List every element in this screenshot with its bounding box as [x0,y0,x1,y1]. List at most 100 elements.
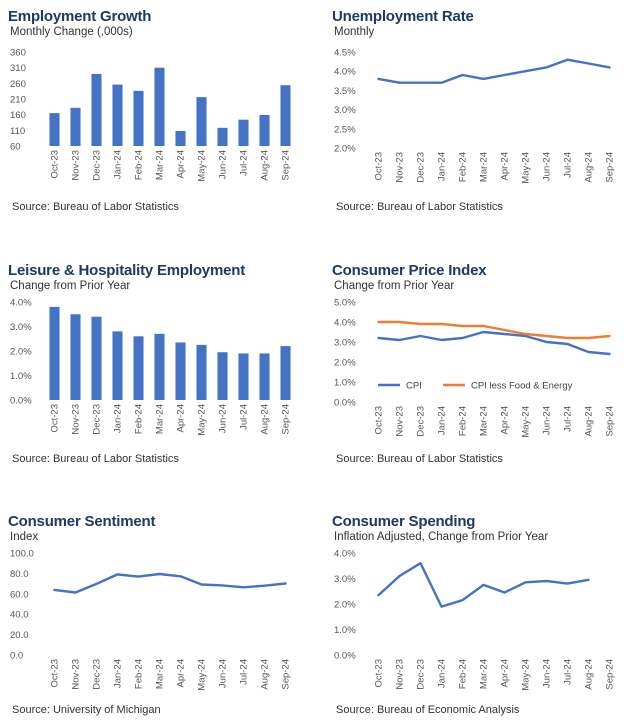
y-tick-label: 0.0 [10,651,23,662]
x-tick-label: Sep-24 [281,659,292,690]
bar-Sep-24 [280,85,291,146]
x-tick-label: Dec-23 [92,150,103,181]
bar-Jun-24 [217,127,228,146]
bar-May-24 [196,344,207,400]
bar-Feb-24 [133,336,144,400]
x-tick-label: Jul-24 [239,659,250,685]
x-tick-label: Apr-24 [500,152,511,181]
bar-Nov-23 [70,107,81,146]
y-tick-label: 80.0 [10,569,29,580]
bar-May-24 [196,97,207,146]
y-tick-label: 1.0% [10,371,32,382]
series-line-1 [377,562,590,608]
y-tick-label: 2.0% [334,358,356,369]
x-tick-label: Jan-24 [437,659,448,688]
x-tick-label: Dec-23 [416,659,427,690]
y-tick-label: 4.0% [334,67,356,78]
x-tick-label: Nov-23 [71,659,82,690]
y-tick-label: 3.5% [334,86,356,97]
x-tick-label: Apr-24 [176,150,187,179]
y-tick-label: 4.0% [334,318,356,329]
x-tick-label: Nov-23 [395,406,406,437]
y-tick-label: 4.5% [334,48,356,59]
x-tick-label: Aug-24 [260,150,271,181]
x-tick-label: Feb-24 [134,150,145,180]
x-tick-label: Aug-24 [584,406,595,437]
x-tick-label: Feb-24 [134,404,145,434]
x-tick-label: Mar-24 [155,659,166,689]
bar-Mar-24 [154,333,165,400]
x-tick-label: Aug-24 [584,659,595,690]
chart-source: Source: Bureau of Labor Statistics [336,201,503,213]
x-tick-label: Dec-23 [92,404,103,435]
x-tick-label: Jan-24 [437,406,448,435]
employment-growth-chart: 60 110 160 210 260 310 360 Oct-23 Nov-23 Dec-23 Ja… [10,48,292,182]
chart-panel-consumer-price-index: Consumer Price Index Change from Prior Y… [332,262,632,465]
x-tick-label: Jul-24 [239,150,250,176]
x-tick-label: Jan-24 [113,150,124,179]
x-tick-label: Jul-24 [239,404,250,430]
x-tick-label: Aug-24 [260,659,271,690]
chart-subtitle: Change from Prior Year [334,280,455,292]
x-tick-label: Nov-23 [71,150,82,181]
y-tick-label: 3.0% [10,322,32,333]
x-tick-label: Jul-24 [563,659,574,685]
chart-panel-consumer-sentiment: Consumer Sentiment Index 0.0 20.0 40.0 60.0… [8,513,308,716]
bar-Mar-24 [154,67,165,146]
y-tick-label: 2.5% [334,124,356,135]
x-tick-label: Jun-24 [542,406,553,435]
x-tick-label: Jun-24 [218,659,229,688]
x-tick-label: Jan-24 [437,152,448,181]
chart-subtitle: Inflation Adjusted, Change from Prior Ye… [334,531,549,543]
x-tick-label: Feb-24 [458,659,469,689]
chart-title: Unemployment Rate [332,8,474,25]
bar-Dec-23 [91,316,102,400]
bar-Jun-24 [217,352,228,400]
x-tick-label: Mar-24 [155,150,166,180]
x-tick-label: Aug-24 [260,404,271,435]
y-tick-label: 40.0 [10,610,29,621]
x-tick-label: Jan-24 [113,659,124,688]
x-tick-label: Jun-24 [542,152,553,181]
bar-Sep-24 [280,346,291,400]
bar-Dec-23 [91,73,102,146]
x-tick-label: Oct-23 [374,406,385,435]
chart-source: Source: Bureau of Labor Statistics [12,453,179,465]
x-tick-label: Nov-23 [71,404,82,435]
bar-Feb-24 [133,90,144,146]
bar-Aug-24 [259,114,270,146]
x-tick-label: Sep-24 [605,659,616,690]
y-tick-label: 4.0% [10,298,32,309]
x-tick-label: Dec-23 [416,152,427,183]
y-tick-label: 0.0% [334,398,356,409]
x-tick-label: Jan-24 [113,404,124,433]
x-tick-label: Feb-24 [458,406,469,436]
y-tick-label: 210 [10,95,26,106]
chart-title: Consumer Sentiment [8,513,156,530]
x-tick-label: Oct-23 [374,152,385,181]
y-tick-label: 4.0% [334,549,356,560]
chart-title: Employment Growth [8,8,152,25]
unemployment-rate-chart: 2.0% 2.5% 3.0% 3.5% 4.0% 4.5% Oct-23 Nov-23 Dec-… [334,48,616,184]
x-tick-label: May-24 [197,150,208,182]
chart-panel-leisure-hospitality: Leisure & Hospitality Employment Change … [8,262,308,465]
x-tick-label: Oct-23 [50,659,61,688]
y-tick-label: 3.0% [334,574,356,585]
y-tick-label: 0.0% [10,396,32,407]
x-tick-label: Oct-23 [374,659,385,688]
x-tick-label: Aug-24 [584,152,595,183]
consumer-sentiment-chart: 0.0 20.0 40.0 60.0 80.0 100.0 Oct-23 Nov-23 Dec-… [10,549,292,691]
x-tick-label: May-24 [197,404,208,436]
bar-Oct-23 [49,113,60,146]
bar-Oct-23 [49,306,60,400]
legend-label: CPI less Food & Energy [471,381,573,392]
chart-title: Leisure & Hospitality Employment [8,262,245,279]
chart-source: Source: University of Michigan [12,704,161,716]
bar-Jan-24 [112,84,123,146]
y-tick-label: 110 [10,126,25,137]
x-tick-label: Sep-24 [605,152,616,183]
x-tick-label: Mar-24 [479,659,490,689]
x-tick-label: Sep-24 [281,150,292,181]
chart-source: Source: Bureau of Labor Statistics [336,453,503,465]
y-tick-label: 160 [10,110,26,121]
